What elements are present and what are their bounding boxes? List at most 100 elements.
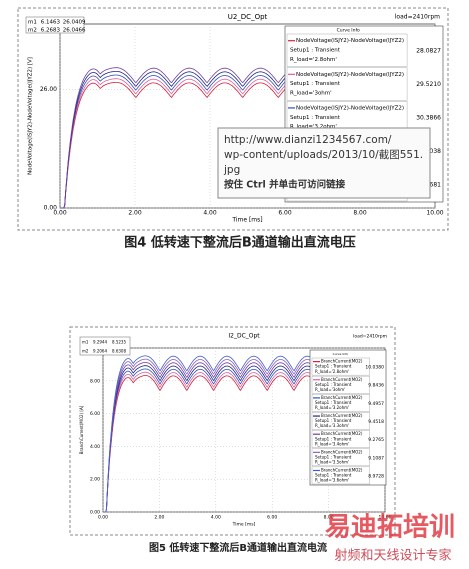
x-tick-label: 2.00: [128, 210, 142, 217]
cursor-cell: 9.2064: [93, 349, 107, 354]
cursor-cell: 8.6308: [112, 349, 126, 354]
legend-text: Setup1 : Transient: [315, 454, 352, 459]
y-tick-label: 0.00: [90, 510, 100, 516]
legend-text: Setup1 : Transient: [290, 81, 341, 87]
cursor-cell: m2: [28, 28, 37, 34]
cursor-table: [79, 336, 131, 356]
legend-text: R_load='3.5ohm': [315, 460, 349, 465]
legend-value: 29.5210: [416, 81, 441, 88]
legend-text: R_load='3ohm': [315, 387, 345, 392]
legend-entry: [311, 430, 370, 448]
legend-text: R_load='3.2ohm': [315, 405, 349, 410]
y-tick-label: 0.00: [44, 205, 58, 212]
legend-text: BranchCurrent(MO2): [321, 449, 363, 454]
legend-text: BranchCurrent(MO2): [321, 413, 363, 418]
legend-value: 9.8436: [368, 383, 384, 389]
tooltip: [217, 127, 431, 199]
legend-entry: [311, 375, 370, 394]
cursor-cell: 6.2683: [41, 28, 61, 34]
legend-value: 30.3866: [416, 115, 441, 122]
condition: load=2410rpm: [353, 334, 387, 340]
tooltip-text: jpg: [223, 164, 240, 176]
cursor-cell: m1: [82, 340, 89, 345]
legend-header: Curve Info: [333, 352, 349, 356]
legend-value: 10.0380: [365, 365, 384, 371]
legend-entry: [286, 33, 408, 67]
x-tick-label: 6.00: [278, 210, 292, 217]
watermark-title: 易迪拓培训: [325, 513, 455, 543]
legend-text: Setup1 : Transient: [315, 400, 352, 405]
y-tick-label: 26.00: [40, 86, 57, 93]
cursor-cell: 9.2944: [93, 340, 107, 345]
legend-text: R_load='3.3ohm': [315, 423, 349, 428]
caption: 图4 低转速下整流后B通道输出直流电压: [124, 235, 355, 251]
x-tick-label: 10.00: [379, 515, 392, 521]
legend-entry: [286, 67, 408, 101]
x-tick-label: 0.00: [53, 210, 67, 217]
legend-text: Setup1 : Transient: [315, 418, 352, 423]
x-tick-label: 8.00: [353, 210, 367, 217]
legend-value: 9.4518: [368, 419, 384, 425]
legend-text: R_load='2.8ohm': [315, 369, 349, 374]
caption: 图5 低转速下整流后B通道输出直流电流: [149, 541, 327, 554]
chart-title: U2_DC_Opt: [228, 13, 268, 21]
legend-text: R_load='3.6ohm': [315, 478, 349, 483]
legend-text: Setup1 : Transient: [315, 364, 352, 369]
legend-value: 9.2765: [368, 437, 384, 443]
legend-header: Curve Info: [337, 28, 360, 34]
tooltip-text: 按住 Ctrl 并单击可访问链接: [224, 179, 346, 191]
cursor-cell: m1: [28, 20, 37, 26]
cursor-cell: m2: [82, 349, 89, 354]
y-tick-label: 8.00: [90, 378, 100, 384]
legend-text: BranchCurrent(MO2): [321, 359, 363, 364]
y-axis-label: BranchCurrent(MO2) [A]: [79, 405, 84, 454]
legend-text: NodeVoltage(ISJY2)-NodeVoltage(IJYZ2): [296, 105, 404, 111]
tooltip-text: wp-content/uploads/2013/10/截图551.: [224, 148, 423, 161]
legend-value: 8.9728: [368, 473, 384, 479]
y-tick-label: 4.00: [90, 444, 100, 450]
legend-value: 9.1087: [368, 455, 384, 461]
legend-text: NodeVoltage(ISJY2)-NodeVoltage(IJYZ2): [296, 72, 404, 78]
x-axis-label: Time [ms]: [232, 522, 256, 528]
legend-text: R_load='3.4ohm': [315, 441, 349, 446]
legend-text: R_load='3ohm': [290, 91, 332, 97]
x-tick-label: 2.00: [154, 515, 164, 521]
y-axis-label: NodeVoltage(ISJY2)-NodeVoltage(IJYZ2) [V…: [28, 57, 34, 175]
x-tick-label: 4.00: [203, 210, 217, 217]
x-tick-label: 4.00: [211, 515, 221, 521]
y-tick-label: 6.00: [90, 411, 100, 417]
legend-text: BranchCurrent(MO2): [321, 377, 363, 382]
legend-text: Setup1 : Transient: [290, 48, 341, 54]
legend-value: 28.0827: [416, 47, 441, 54]
x-tick-label: 10.00: [426, 210, 443, 217]
cursor-cell: 6.1463: [41, 20, 61, 26]
cursor-table: [25, 16, 85, 34]
watermark-subtitle: 射频和天线设计专家: [334, 548, 451, 564]
chart-title: I2_DC_Opt: [228, 333, 260, 340]
cursor-cell: 8.5235: [112, 340, 126, 345]
legend-entry: [311, 357, 370, 376]
x-tick-label: 6.00: [267, 515, 277, 521]
cursor-cell: 26.0409: [63, 20, 86, 26]
x-tick-label: 8.00: [324, 515, 334, 521]
cursor-cell: 26.0466: [63, 28, 86, 34]
x-axis-label: Time [ms]: [231, 217, 262, 224]
legend-text: Setup1 : Transient: [315, 436, 352, 441]
legend-entry: [311, 412, 370, 430]
legend-entry: [311, 448, 370, 467]
legend-text: BranchCurrent(MO2): [321, 395, 363, 400]
legend-text: Setup1 : Transient: [315, 382, 352, 387]
legend: [309, 349, 387, 486]
legend-text: R_load='3.2ohm': [290, 124, 337, 130]
legend-entry: [311, 466, 370, 485]
legend-text: Setup1 : Transient: [290, 115, 341, 121]
legend-text: BranchCurrent(MO2): [321, 431, 363, 436]
legend-text: Setup1 : Transient: [315, 473, 352, 478]
y-tick-label: 2.00: [90, 477, 100, 483]
legend-text: NodeVoltage(ISJY2)-NodeVoltage(IJYZ2): [296, 38, 404, 44]
condition: load=2410rpm: [395, 14, 440, 21]
tooltip-text: http://www.dianzi1234567.com/: [224, 134, 392, 146]
legend-entry: [311, 394, 370, 412]
legend-text: R_load='2.8ohm': [290, 57, 337, 63]
x-tick-label: 0.00: [98, 515, 108, 521]
